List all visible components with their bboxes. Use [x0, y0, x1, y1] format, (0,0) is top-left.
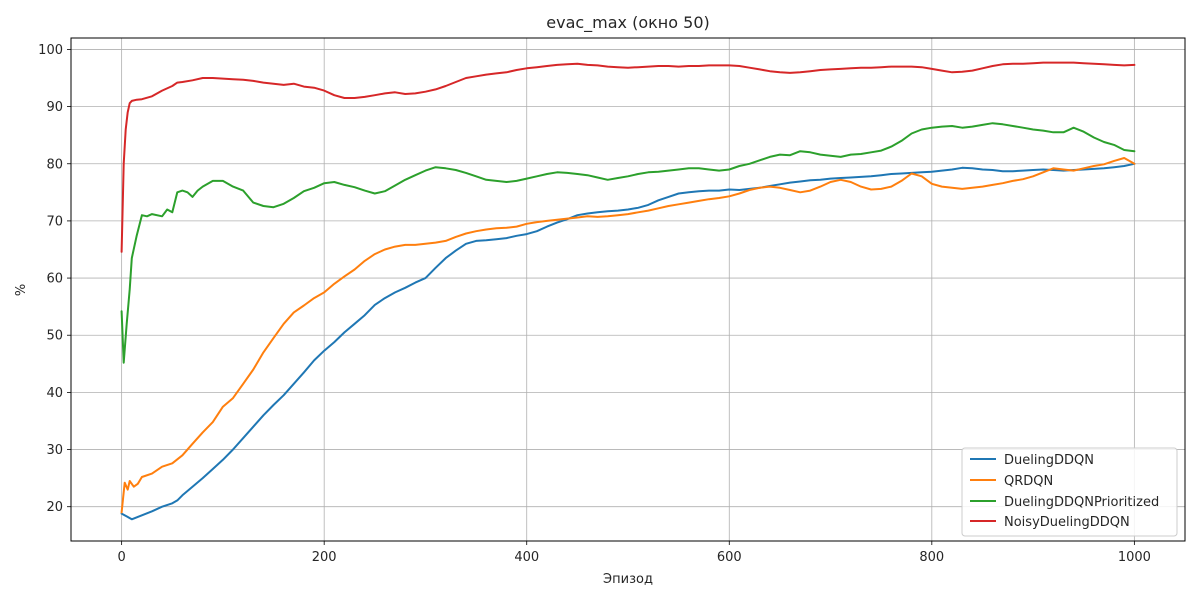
x-tick-label: 600 — [717, 550, 742, 565]
chart-title: evac_max (окно 50) — [546, 13, 710, 33]
y-tick-label: 30 — [46, 443, 63, 458]
y-tick-label: 80 — [46, 157, 63, 172]
legend-label-noisy-dueling-ddqn: NoisyDuelingDDQN — [1004, 515, 1130, 530]
y-tick-label: 90 — [46, 100, 63, 115]
y-tick-label: 20 — [46, 500, 63, 515]
series-line-0 — [120, 162, 1136, 521]
x-axis-label: Эпизод — [603, 572, 653, 587]
x-tick-label: 200 — [312, 550, 337, 565]
y-axis-label: % — [14, 284, 29, 296]
plot-frame — [70, 37, 1186, 542]
y-tick-label: 100 — [38, 43, 63, 58]
legend-label-qrdqn: QRDQN — [1004, 474, 1053, 489]
series-lines — [120, 61, 1136, 521]
x-tick-label: 400 — [514, 550, 539, 565]
series-line-2 — [120, 122, 1136, 364]
legend-box — [961, 447, 1178, 537]
legend-label-dueling-ddqn: DuelingDDQN — [1004, 453, 1094, 468]
legend-label-dueling-ddqn-prioritized: DuelingDDQNPrioritized — [1004, 495, 1159, 510]
series-line-1 — [120, 157, 1136, 514]
x-tick-label: 0 — [117, 550, 125, 565]
y-tick-label: 70 — [46, 214, 63, 229]
y-tick-label: 60 — [46, 272, 63, 287]
x-tick-label: 1000 — [1118, 550, 1151, 565]
series-line-3 — [120, 61, 1136, 253]
y-axis-ticks: 20 30 40 50 60 70 80 90 100 — [38, 43, 71, 515]
x-axis-ticks: 0 200 400 600 800 1000 — [117, 541, 1151, 565]
x-tick-label: 800 — [919, 550, 944, 565]
legend: DuelingDDQN QRDQN DuelingDDQNPrioritized… — [961, 447, 1178, 537]
y-tick-label: 40 — [46, 386, 63, 401]
y-tick-label: 50 — [46, 329, 63, 344]
